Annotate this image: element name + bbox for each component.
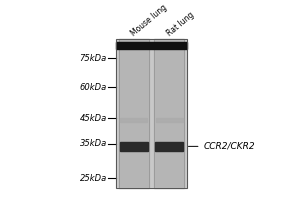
- Bar: [116, 39, 187, 188]
- Text: 75kDa: 75kDa: [80, 54, 107, 63]
- Bar: [119, 39, 148, 188]
- Bar: [154, 39, 184, 188]
- Bar: [156, 118, 183, 122]
- Text: CCR2/CKR2: CCR2/CKR2: [188, 142, 255, 151]
- Bar: [155, 142, 183, 151]
- Bar: [116, 42, 187, 49]
- Bar: [116, 39, 187, 188]
- Text: 60kDa: 60kDa: [80, 83, 107, 92]
- Bar: [120, 118, 147, 122]
- Text: 25kDa: 25kDa: [80, 174, 107, 183]
- Bar: [120, 142, 148, 151]
- Text: Rat lung: Rat lung: [165, 10, 196, 38]
- Text: 45kDa: 45kDa: [80, 114, 107, 123]
- Text: 35kDa: 35kDa: [80, 139, 107, 148]
- Text: Mouse lung: Mouse lung: [129, 2, 169, 38]
